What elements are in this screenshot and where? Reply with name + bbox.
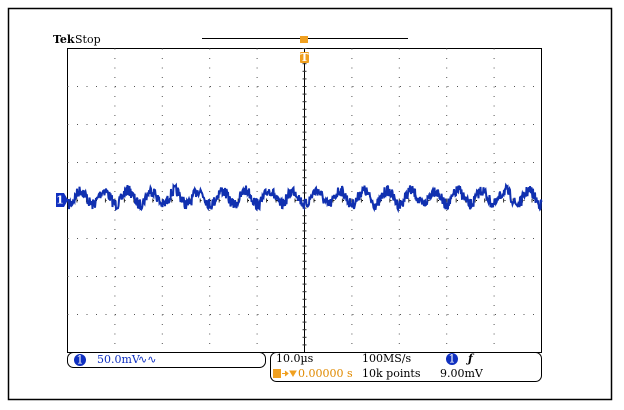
trigger-marker-bg — [300, 52, 309, 63]
channel-badge — [74, 354, 86, 366]
trigger-arrow — [282, 370, 297, 377]
trigger-icon — [273, 369, 281, 378]
status: Stop — [75, 33, 101, 46]
record-trigger-pos — [300, 36, 308, 43]
channel-marker-bg — [56, 193, 68, 207]
waveform — [67, 182, 543, 214]
sample-rate: 100MS/s — [362, 352, 412, 365]
timebase-box — [270, 352, 542, 382]
trigger-source-badge — [446, 353, 458, 365]
record-length: 10k points — [362, 367, 421, 380]
trigger-marker: T — [300, 51, 309, 64]
brand: Tek — [53, 33, 75, 46]
trigger-level: 9.00mV — [440, 367, 484, 380]
trigger-slope: ƒ — [465, 352, 475, 365]
trigger-source: 1 — [449, 353, 456, 366]
trigger-position: 0.00000 s — [298, 367, 353, 380]
channel-badge-label: 1 — [77, 354, 84, 367]
horizontal-scale: 10.0µs — [276, 352, 314, 365]
bandwidth-icon: ∿∿ — [138, 353, 156, 366]
channel-scale: 50.0mV — [97, 353, 141, 366]
channel-marker: 1 — [56, 194, 64, 207]
channel-box — [67, 352, 266, 368]
